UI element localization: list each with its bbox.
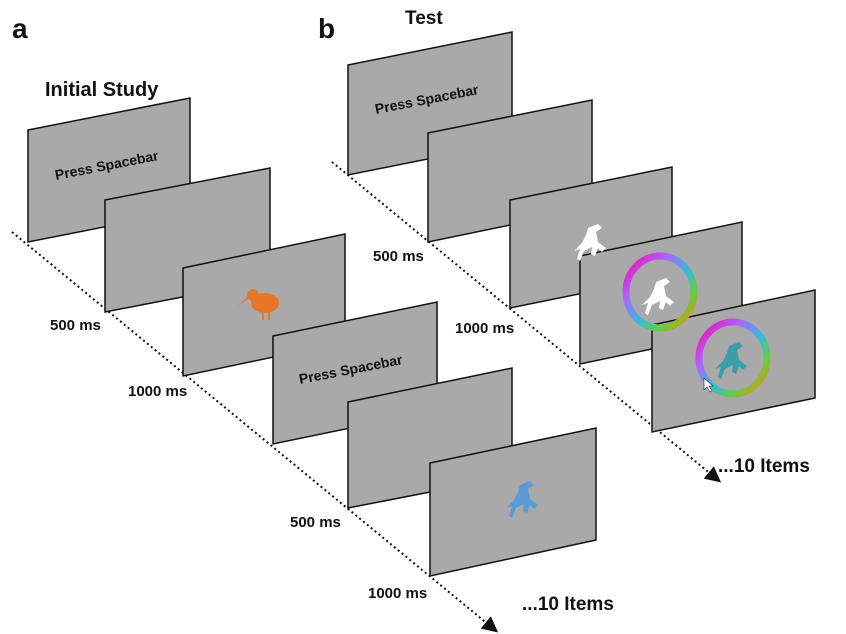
panel-letter: a <box>12 13 28 44</box>
footer: ...10 Items <box>522 594 614 615</box>
panel-title: Initial Study <box>45 79 159 101</box>
timing: 1000 ms <box>128 383 187 400</box>
timing: 500 ms <box>50 317 101 334</box>
timing: 1000 ms <box>455 320 514 337</box>
panel-title: Test <box>405 8 443 29</box>
footer: ...10 Items <box>718 456 810 477</box>
panel-letter: b <box>318 13 335 44</box>
figure: a Initial Study Press Spacebar Press Spa… <box>0 0 846 634</box>
panel-a: a Initial Study Press Spacebar Press Spa… <box>12 13 614 630</box>
timing: 500 ms <box>290 514 341 531</box>
timing: 500 ms <box>373 248 424 265</box>
timing: 1000 ms <box>368 585 427 602</box>
